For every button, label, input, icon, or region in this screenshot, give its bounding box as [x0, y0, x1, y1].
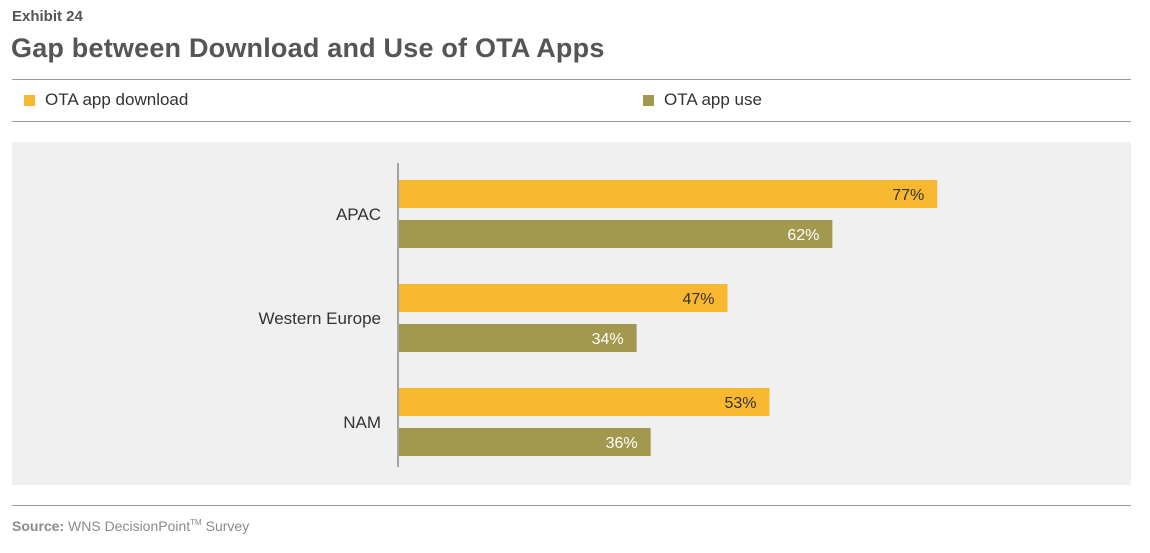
bar-western-europe-use [399, 324, 637, 352]
category-label-nam: NAM [343, 413, 381, 432]
data-label-western-europe-download: 47% [682, 291, 714, 308]
legend-item-download: OTA app download [24, 90, 188, 110]
source-note: Source: WNS DecisionPointTM Survey [12, 518, 249, 534]
bar-nam-use [399, 428, 651, 456]
legend-swatch-download [24, 94, 35, 106]
source-suffix: Survey [201, 518, 250, 534]
chart-title: Gap between Download and Use of OTA Apps [11, 33, 605, 63]
data-label-western-europe-use: 34% [592, 331, 624, 348]
source-label: Source: [12, 518, 65, 534]
top-divider [12, 79, 1131, 80]
bottom-divider [12, 505, 1131, 506]
data-label-apac-download: 77% [892, 187, 924, 204]
legend-divider [12, 121, 1131, 122]
bar-nam-download [399, 388, 770, 416]
category-label-apac: APAC [336, 205, 381, 224]
bar-western-europe-download [399, 284, 728, 312]
legend-label-use: OTA app use [664, 90, 762, 109]
data-label-nam-download: 53% [724, 395, 756, 412]
exhibit-number: Exhibit 24 [12, 8, 83, 25]
legend-swatch-use [643, 94, 654, 106]
data-label-apac-use: 62% [787, 227, 819, 244]
bar-apac-use [399, 220, 833, 248]
legend-item-use: OTA app use [643, 90, 762, 110]
legend-label-download: OTA app download [45, 90, 189, 109]
source-text: WNS DecisionPoint [68, 518, 191, 534]
data-label-nam-use: 36% [606, 435, 638, 452]
trademark-mark: TM [190, 518, 202, 527]
bar-apac-download [399, 180, 938, 208]
category-label-western-europe: Western Europe [258, 309, 381, 328]
